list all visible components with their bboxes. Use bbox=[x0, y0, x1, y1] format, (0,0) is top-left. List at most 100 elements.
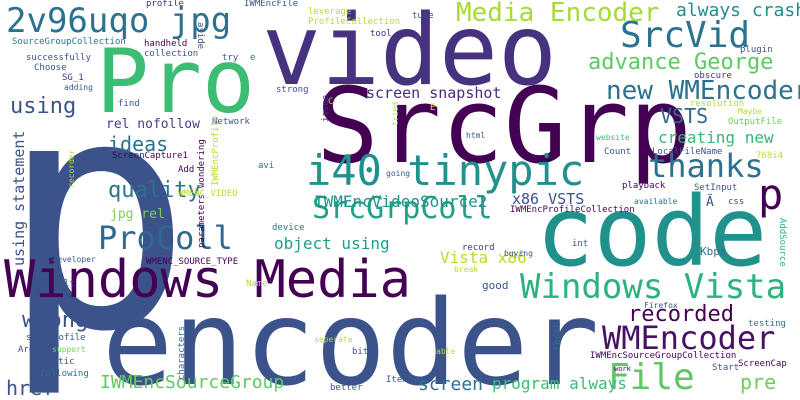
word-c: C bbox=[328, 97, 334, 107]
word-using-statement: using statement bbox=[10, 130, 28, 266]
word-wrong: wrong bbox=[22, 308, 89, 333]
word-characters: characters bbox=[177, 325, 187, 380]
word-tune: tune bbox=[412, 11, 434, 21]
word-jpg-rel: jpg rel bbox=[110, 207, 165, 222]
word-following: following bbox=[40, 369, 89, 379]
word-going: going bbox=[386, 169, 411, 178]
word-quality: quality bbox=[108, 178, 201, 203]
word-local: Local bbox=[553, 322, 563, 350]
word-ideas: ideas bbox=[108, 132, 169, 156]
word-area: Area bbox=[18, 345, 40, 355]
word-code: code bbox=[536, 176, 768, 288]
word-rel-nofollow: rel nofollow bbox=[106, 117, 200, 132]
word-srcgrp: SrcGrp bbox=[316, 65, 692, 187]
word-kbps: Kbps bbox=[700, 245, 727, 258]
word-wmenc-source-type: WMENC_SOURCE_TYPE bbox=[146, 257, 239, 267]
word-css: css bbox=[728, 197, 745, 207]
word-localfilename: LocalFileName bbox=[652, 147, 723, 157]
word-website: website bbox=[596, 133, 630, 142]
word-recorder: recorder bbox=[67, 149, 76, 188]
word-vsts: VSTS bbox=[660, 104, 709, 128]
word-thanks: thanks bbox=[648, 147, 764, 185]
word-firefox: Firefox bbox=[644, 301, 678, 310]
word-using: using bbox=[10, 94, 77, 119]
word-sg-1: SG_1 bbox=[62, 73, 84, 83]
word-profile: profile bbox=[146, 0, 184, 9]
word-html: html bbox=[466, 131, 486, 140]
word-collection: collection bbox=[144, 49, 199, 59]
word-resolution: resolution bbox=[690, 99, 745, 109]
word-profilecollection: ProfileCollection bbox=[308, 17, 401, 27]
word-href: href bbox=[6, 376, 55, 400]
word-maybe: Maybe bbox=[738, 107, 763, 116]
word-static: static bbox=[42, 357, 75, 367]
word-pre: pre bbox=[740, 370, 777, 394]
word-advance-george: advance George bbox=[588, 50, 774, 75]
word-work: work bbox=[614, 365, 631, 373]
word-record: record bbox=[462, 243, 495, 253]
word-count: Count bbox=[604, 147, 632, 157]
word-video: video bbox=[262, 0, 558, 108]
word-name: Name bbox=[246, 279, 268, 289]
word-creating-new: creating new bbox=[658, 128, 774, 147]
word-leverage: leverage bbox=[308, 7, 352, 17]
word-e: e bbox=[250, 53, 256, 63]
word-avi: avi bbox=[258, 161, 275, 171]
word-procoll: ProColl bbox=[98, 219, 233, 257]
word-obscure: obscure bbox=[694, 71, 732, 81]
word-tool: tool bbox=[370, 29, 392, 39]
word-lt: lt bbox=[64, 279, 75, 289]
word-new-wmencoder: new WMEncoder bbox=[606, 76, 800, 106]
word-parameters: parameters bbox=[197, 193, 207, 248]
word-p: p bbox=[0, 30, 193, 400]
word-x86-vsts: x86 VSTS bbox=[512, 190, 585, 208]
word-wondering: wondering bbox=[197, 139, 207, 188]
word-setinput: SetInput bbox=[694, 183, 738, 193]
word-srcgrpcoll: SrcGrpColl bbox=[312, 191, 493, 226]
word-2v96uqo-jpg: 2v96uqo jpg bbox=[6, 1, 232, 41]
word-webdeveloper: webdeveloper bbox=[38, 255, 96, 264]
word-strong: strong bbox=[276, 85, 309, 95]
word-aside: aside bbox=[195, 22, 205, 50]
word-screen: screen bbox=[418, 374, 484, 395]
word-issue: issue bbox=[321, 94, 331, 122]
word-set-profile: set_Profile bbox=[26, 333, 86, 343]
word-outputfile: OutputFile bbox=[728, 117, 783, 127]
word-tried: tried bbox=[391, 101, 400, 126]
word-wmenc-video: WMENC_VIDEO bbox=[178, 189, 238, 199]
word-network: Network bbox=[212, 117, 250, 127]
word-iwmencprofilecollection: IWMEncProfileCollection bbox=[510, 205, 635, 215]
word-choose: Choose bbox=[34, 63, 67, 73]
word-able: able bbox=[436, 347, 456, 356]
word-iwmencprofile: IWMEncProfile bbox=[211, 115, 221, 186]
word-windows-vista: Windows Vista bbox=[520, 267, 787, 307]
word-iwmencsourcegroupcollection: IWMEncSourceGroupCollection bbox=[590, 351, 737, 361]
word-iwmencvideosource2: IWMEncVideoSource2 bbox=[314, 192, 488, 211]
word-windows-media: Windows Media bbox=[4, 250, 411, 310]
word-p-small: p bbox=[758, 170, 784, 219]
word-device: device bbox=[272, 223, 305, 233]
word-encoder: encoder bbox=[102, 274, 600, 400]
word-break: break bbox=[454, 265, 479, 274]
word-e-cap: E bbox=[430, 103, 436, 113]
word-buying: buying bbox=[504, 249, 533, 258]
word-add: Add bbox=[178, 165, 195, 175]
word-bit: bit bbox=[352, 347, 369, 357]
word-object-using: object using bbox=[274, 234, 390, 253]
word-handheld: handheld bbox=[144, 39, 188, 49]
word-media-encoder: Media Encoder bbox=[456, 0, 660, 28]
word-try: try bbox=[222, 53, 239, 63]
word-i40-tinypic: i40 tinypic bbox=[306, 146, 585, 195]
word-testing: testing bbox=[748, 319, 786, 329]
word-find: find bbox=[118, 99, 140, 109]
word-768i4: 768i4 bbox=[756, 151, 784, 161]
word-screencap: ScreenCap bbox=[738, 359, 787, 369]
word-sourcegroupcollection: SourceGroupCollection bbox=[12, 37, 126, 47]
word-iwmencsourcegroup: IWMEncSourceGroup bbox=[100, 372, 285, 393]
word-int: int bbox=[572, 239, 589, 249]
word-screencapture1: ScreenCapture1 bbox=[112, 151, 188, 161]
word-srcvid: SrcVid bbox=[620, 15, 751, 56]
word-pro: Pro bbox=[96, 30, 255, 133]
word-program-always: program always bbox=[492, 374, 627, 393]
